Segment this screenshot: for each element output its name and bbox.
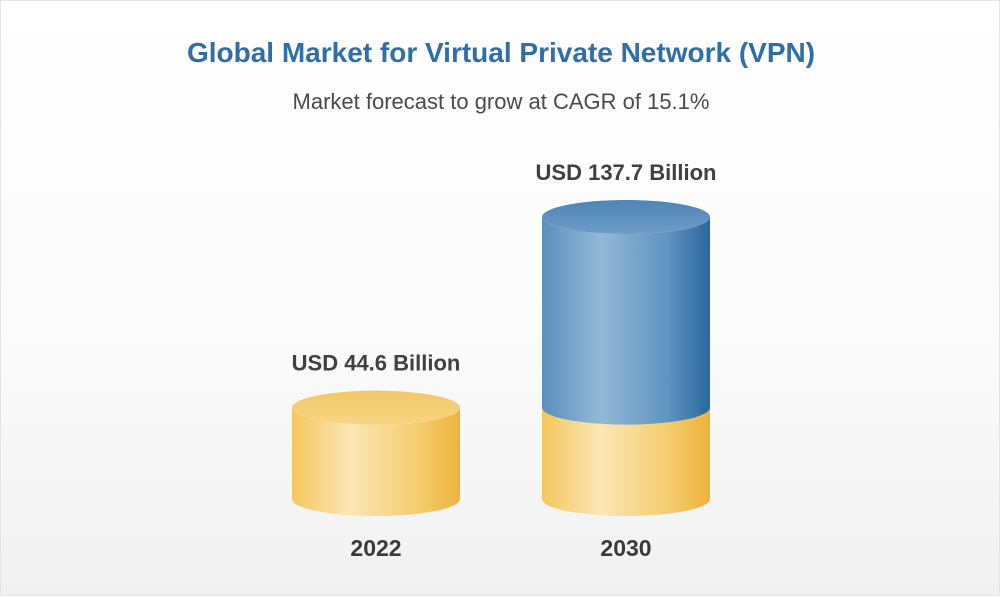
category-label-2030: 2030 <box>600 535 651 561</box>
value-label-2022: USD 44.6 Billion <box>292 351 461 376</box>
bar-2030-growth <box>542 200 710 425</box>
bar-2022-side <box>292 407 460 516</box>
chart-subtitle: Market forecast to grow at CAGR of 15.1% <box>292 89 710 114</box>
category-label-2022: 2022 <box>350 535 401 561</box>
value-label-2030: USD 137.7 Billion <box>536 160 717 185</box>
bar-2030-growth-side <box>542 217 710 425</box>
chart-title: Global Market for Virtual Private Networ… <box>186 37 816 68</box>
bar-2030-base <box>542 407 710 516</box>
bar-2030-base-side <box>542 407 710 516</box>
bar-2030-growth-top <box>542 200 710 234</box>
bar-2030 <box>542 200 710 516</box>
bar-2022 <box>292 390 460 516</box>
bar-2022-top <box>292 390 460 425</box>
